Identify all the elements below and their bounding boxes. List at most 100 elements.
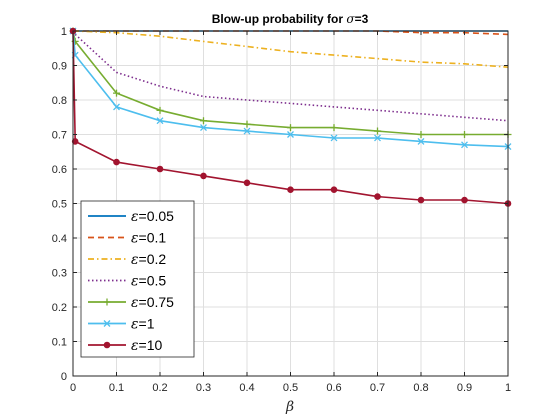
y-tick-label: 0.8	[52, 95, 67, 107]
legend-box	[80, 200, 195, 358]
data-point	[374, 127, 381, 135]
series-5	[69, 27, 512, 151]
data-point	[243, 127, 251, 135]
data-point	[287, 131, 294, 138]
legend-label: ε=10	[131, 337, 162, 354]
x-tick-label: 0.8	[413, 382, 428, 394]
data-point	[113, 158, 120, 166]
data-point	[417, 131, 425, 138]
legend-marker	[103, 298, 111, 306]
y-tick-label: 0.6	[52, 164, 67, 176]
legend-entry-1: ε=0.1	[88, 230, 166, 247]
chart-title: Blow-up probability for σ=3	[212, 12, 369, 26]
legend-symbol: ε	[131, 338, 139, 354]
data-point	[330, 186, 338, 193]
legend-symbol: ε	[131, 209, 139, 225]
data-point	[461, 131, 468, 138]
data-point	[417, 196, 425, 204]
y-tick-label: 0.1	[52, 337, 67, 349]
legend-label: ε=0.75	[131, 294, 174, 311]
legend-marker	[103, 320, 111, 327]
legend-label: ε=0.05	[131, 208, 174, 225]
legend-label: ε=0.5	[131, 273, 166, 290]
chart-title-suffix: =3	[355, 12, 369, 26]
y-tick-label: 0	[61, 371, 67, 383]
legend-entry-5: ε=1	[88, 316, 155, 333]
series-4	[69, 27, 512, 138]
data-point	[330, 124, 338, 132]
y-tick-label: 0.4	[52, 233, 67, 245]
y-tick-label: 0.5	[52, 199, 67, 211]
legend-marker	[103, 341, 111, 349]
data-point	[156, 165, 164, 173]
legend-symbol: ε	[131, 317, 139, 333]
legend-symbol: ε	[131, 231, 139, 247]
series-line	[73, 30, 509, 68]
data-point	[243, 120, 251, 128]
y-tick-label: 0.3	[52, 268, 67, 280]
data-point	[374, 134, 381, 142]
data-point	[461, 196, 468, 204]
legend-value: =0.1	[139, 230, 167, 246]
x-tick-labels: 0 0.1 0.2 0.3 0.4 0.5 0.6 0.7 0.8 0.9 1	[70, 382, 511, 394]
y-tick-label: 0.2	[52, 302, 67, 314]
data-point	[287, 124, 294, 132]
data-point	[156, 117, 164, 125]
legend-entry-4: ε=0.75	[88, 294, 174, 311]
x-tick-label: 0.6	[326, 382, 341, 394]
legend: ε=0.05ε=0.1ε=0.2ε=0.5ε=0.75ε=1ε=10	[80, 200, 195, 358]
data-point	[200, 172, 207, 180]
data-point	[71, 138, 79, 145]
data-point	[113, 89, 120, 97]
data-point	[330, 134, 338, 142]
tick-marks	[72, 30, 509, 377]
legend-value: =0.75	[139, 294, 175, 310]
x-tick-label: 1	[505, 382, 511, 394]
y-tick-label: 0.7	[52, 130, 67, 142]
legend-symbol: ε	[131, 274, 139, 290]
data-point	[287, 186, 294, 193]
series-2	[73, 30, 509, 68]
x-tick-label: 0.7	[370, 382, 385, 394]
y-tick-label: 1	[61, 26, 67, 38]
legend-entry-6: ε=10	[88, 337, 162, 354]
legend-value: =1	[139, 316, 155, 332]
data-point	[200, 124, 207, 132]
chart-title-prefix: Blow-up probability for	[212, 12, 347, 26]
x-tick-label: 0	[70, 382, 76, 394]
series-line	[72, 30, 509, 205]
legend-value: =0.05	[139, 208, 175, 224]
x-axis-label: β	[285, 399, 294, 415]
y-tick-labels: 0 0.1 0.2 0.3 0.4 0.5 0.6 0.7 0.8 0.9 1	[52, 26, 67, 383]
chart-title-symbol: σ	[346, 12, 355, 26]
data-point	[156, 106, 164, 114]
legend-entry-3: ε=0.5	[88, 273, 166, 290]
legend-entry-0: ε=0.05	[88, 208, 174, 225]
legend-entries: ε=0.05ε=0.1ε=0.2ε=0.5ε=0.75ε=1ε=10	[88, 208, 174, 354]
legend-label: ε=1	[131, 316, 155, 333]
legend-label: ε=0.1	[131, 230, 166, 247]
x-tick-label: 0.4	[239, 382, 254, 394]
legend-symbol: ε	[131, 252, 139, 268]
x-tick-label: 0.2	[152, 382, 167, 394]
x-tick-label: 0.5	[283, 382, 298, 394]
legend-entry-2: ε=0.2	[88, 251, 166, 268]
data-point	[417, 137, 425, 145]
legend-label: ε=0.2	[131, 251, 166, 268]
data-point	[200, 117, 207, 125]
data-point	[243, 179, 251, 187]
data-point	[461, 141, 468, 149]
x-tick-label: 0.9	[457, 382, 472, 394]
y-tick-label: 0.9	[52, 61, 67, 73]
x-tick-label: 0.3	[196, 382, 211, 394]
data-point	[113, 103, 120, 111]
series-line	[72, 30, 509, 148]
x-tick-label: 0.1	[109, 382, 124, 394]
legend-value: =0.2	[139, 251, 167, 267]
legend-value: =10	[139, 337, 163, 353]
series-line	[72, 30, 508, 136]
legend-value: =0.5	[139, 273, 167, 289]
data-point	[374, 193, 381, 200]
